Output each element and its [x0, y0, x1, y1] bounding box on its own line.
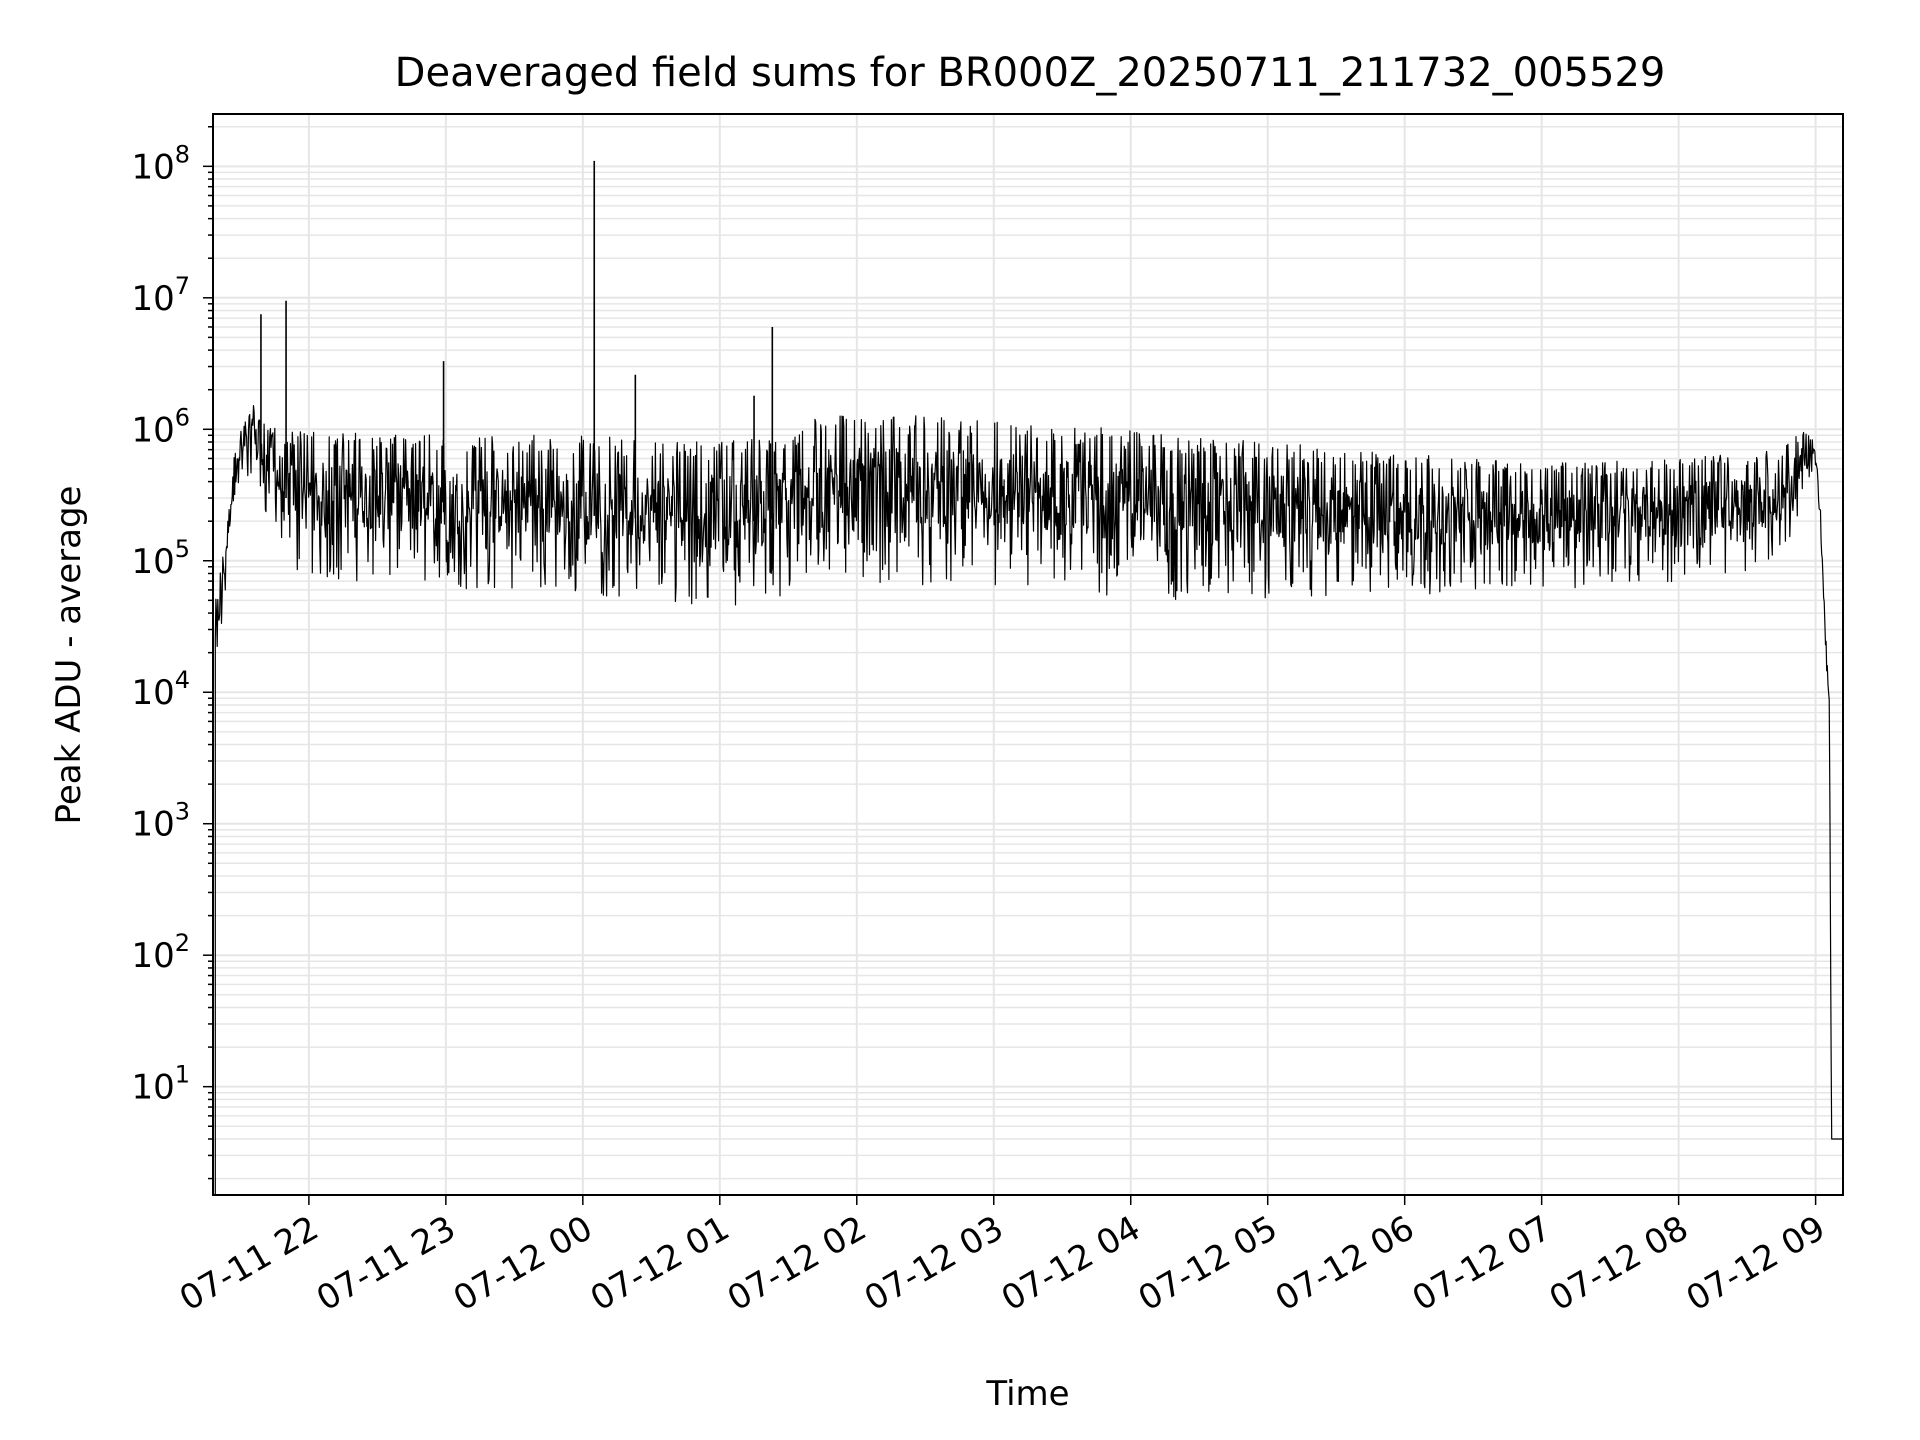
y-tick-label: 102 — [131, 929, 190, 976]
grid — [213, 114, 1843, 1195]
y-tick-label: 101 — [131, 1061, 190, 1108]
y-tick-label: 104 — [131, 666, 190, 713]
y-tick-label: 108 — [131, 140, 190, 187]
y-tick-label: 103 — [131, 798, 190, 845]
y-tick-label: 106 — [131, 403, 190, 450]
plot-frame — [212, 113, 1844, 1196]
x-axis-label: Time — [985, 1374, 1069, 1414]
chart-title: Deaveraged field sums for BR000Z_2025071… — [395, 50, 1666, 96]
y-axis-label: Peak ADU - average — [49, 486, 89, 825]
y-tick-label: 105 — [131, 535, 190, 582]
y-tick-label: 107 — [131, 272, 190, 319]
data-series — [214, 160, 1843, 1195]
series-line — [214, 405, 1843, 1195]
y-axis: 101 102 103 104 105 106 107 108 — [131, 125, 213, 1180]
